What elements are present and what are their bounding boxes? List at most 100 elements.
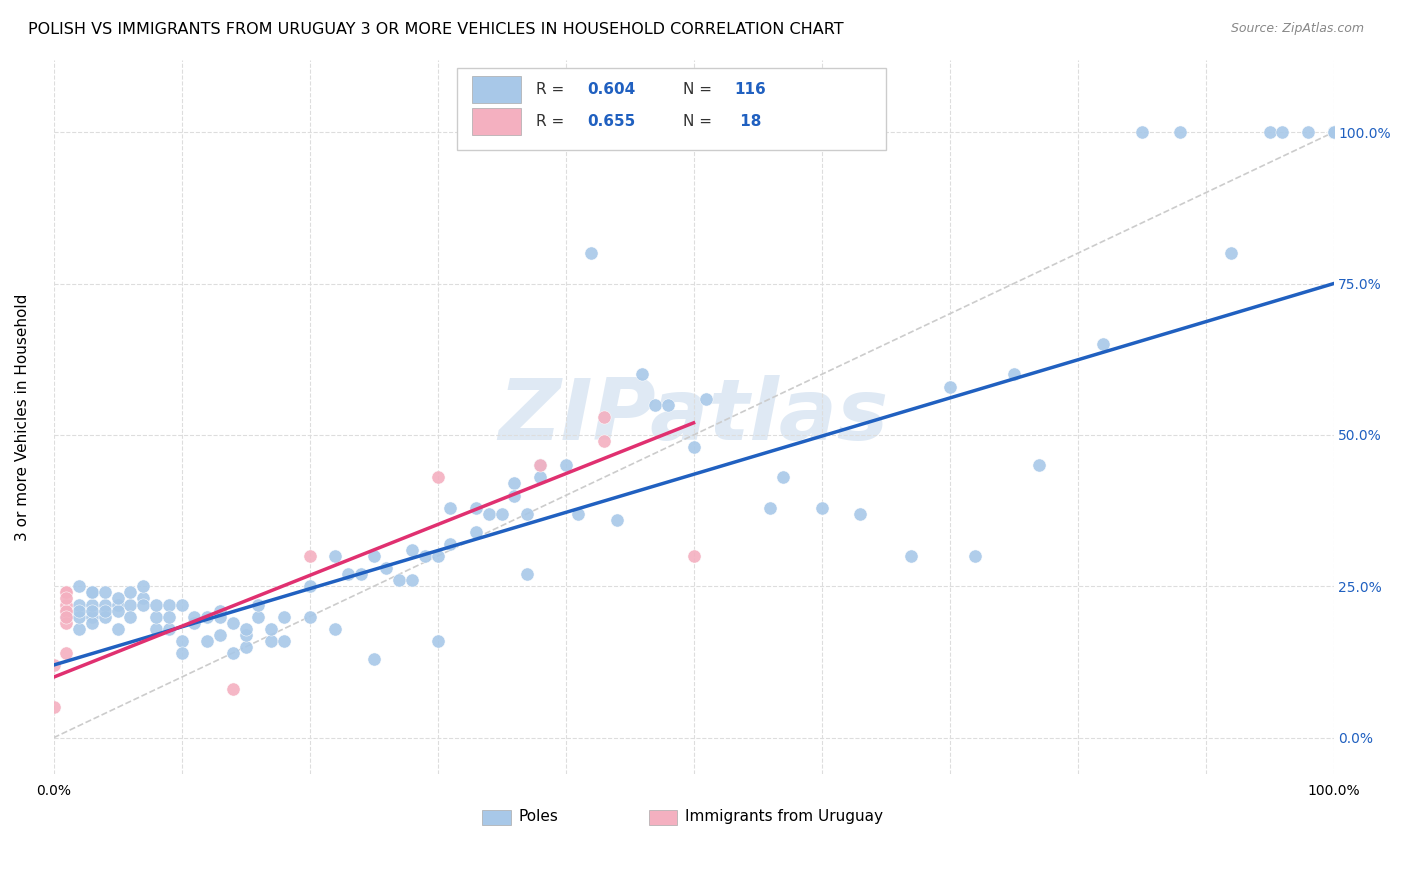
Point <box>1322 125 1344 139</box>
Point <box>145 609 167 624</box>
Point <box>1322 125 1344 139</box>
Text: N =: N = <box>683 82 717 97</box>
Point <box>208 603 231 617</box>
Point <box>67 622 90 636</box>
Point <box>107 591 129 606</box>
Point <box>55 603 77 617</box>
Point <box>247 598 270 612</box>
FancyBboxPatch shape <box>648 810 676 825</box>
Text: Immigrants from Uruguay: Immigrants from Uruguay <box>685 809 883 824</box>
Point <box>631 368 654 382</box>
Point <box>593 409 616 424</box>
Point <box>516 507 538 521</box>
Point <box>579 246 602 260</box>
Point <box>235 640 257 654</box>
FancyBboxPatch shape <box>472 76 520 103</box>
Point <box>1322 125 1344 139</box>
Point <box>157 598 180 612</box>
Point <box>1322 125 1344 139</box>
Point <box>363 549 385 563</box>
Point <box>1322 125 1344 139</box>
Point <box>273 633 295 648</box>
Point <box>42 658 65 673</box>
Point <box>503 476 526 491</box>
Point <box>260 633 283 648</box>
Text: ZIPatlas: ZIPatlas <box>499 376 889 458</box>
Point <box>439 537 461 551</box>
Point <box>401 543 423 558</box>
Point <box>67 603 90 617</box>
Point <box>516 567 538 582</box>
Point <box>80 585 103 599</box>
Point <box>55 585 77 599</box>
Point <box>465 500 488 515</box>
Point <box>157 622 180 636</box>
Point <box>1220 246 1243 260</box>
Point <box>1322 125 1344 139</box>
Point <box>426 470 449 484</box>
Point <box>132 598 155 612</box>
Point <box>413 549 436 563</box>
Point <box>388 574 411 588</box>
Point <box>426 549 449 563</box>
Point <box>55 598 77 612</box>
Point <box>55 615 77 630</box>
Point <box>810 500 832 515</box>
Point <box>208 628 231 642</box>
Point <box>695 392 717 406</box>
Point <box>183 609 205 624</box>
FancyBboxPatch shape <box>482 810 510 825</box>
Point <box>529 458 551 473</box>
Point <box>107 603 129 617</box>
Point <box>222 646 245 660</box>
Point <box>145 622 167 636</box>
Text: R =: R = <box>536 82 569 97</box>
Point <box>593 434 616 448</box>
Point <box>273 609 295 624</box>
Point <box>94 609 117 624</box>
Y-axis label: 3 or more Vehicles in Household: 3 or more Vehicles in Household <box>15 293 30 541</box>
Point <box>55 603 77 617</box>
Point <box>67 579 90 593</box>
Point <box>1322 125 1344 139</box>
Point <box>170 598 193 612</box>
Point <box>1296 125 1319 139</box>
Point <box>567 507 589 521</box>
Point <box>465 524 488 539</box>
Point <box>503 489 526 503</box>
Text: 18: 18 <box>734 114 761 129</box>
Point <box>682 549 704 563</box>
Point <box>491 507 513 521</box>
Text: Source: ZipAtlas.com: Source: ZipAtlas.com <box>1230 22 1364 36</box>
Text: 116: 116 <box>734 82 766 97</box>
Point <box>1092 337 1115 351</box>
Point <box>208 609 231 624</box>
Point <box>426 633 449 648</box>
Text: 0.655: 0.655 <box>588 114 636 129</box>
Point <box>965 549 987 563</box>
Point <box>132 579 155 593</box>
Point <box>644 398 666 412</box>
Point <box>759 500 782 515</box>
Point <box>298 549 321 563</box>
Point <box>42 700 65 714</box>
Point <box>120 609 142 624</box>
Point <box>55 609 77 624</box>
Point <box>80 609 103 624</box>
Point <box>439 500 461 515</box>
Point <box>938 379 960 393</box>
Point <box>298 579 321 593</box>
Point <box>145 598 167 612</box>
Point <box>55 585 77 599</box>
Point <box>94 598 117 612</box>
Point <box>1322 125 1344 139</box>
Point <box>363 652 385 666</box>
Text: Poles: Poles <box>519 809 558 824</box>
Point <box>80 598 103 612</box>
Point <box>350 567 373 582</box>
Point <box>772 470 794 484</box>
Point <box>107 622 129 636</box>
Point <box>478 507 501 521</box>
Point <box>55 646 77 660</box>
Text: N =: N = <box>683 114 717 129</box>
